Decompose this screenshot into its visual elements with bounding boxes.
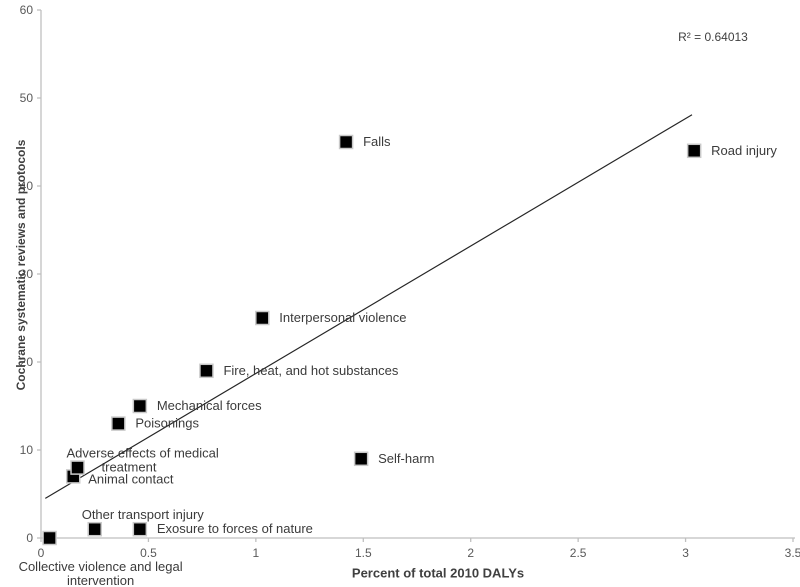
x-tick-label: 1	[253, 546, 260, 560]
data-point-label: Collective violence and legal	[19, 559, 183, 574]
x-axis-title: Percent of total 2010 DALYs	[351, 565, 525, 581]
y-tick-label: 10	[20, 443, 34, 457]
data-point-marker	[111, 416, 126, 431]
data-point-label: Self-harm	[378, 451, 434, 466]
data-point-label: Mechanical forces	[157, 398, 262, 413]
data-point-label: Road injury	[711, 143, 777, 158]
x-tick-label: 3.5	[785, 546, 800, 560]
data-point-marker	[686, 143, 702, 159]
x-tick-label: 2	[467, 546, 474, 560]
x-tick-label: 0	[38, 546, 45, 560]
y-tick-label: 20	[20, 355, 34, 369]
data-point-label: Other transport injury	[82, 507, 205, 522]
x-tick-label: 1.5	[355, 546, 372, 560]
y-axis-title: Cochrane systematic reviews and protocol…	[14, 139, 28, 391]
data-point-marker	[199, 363, 214, 379]
data-point-marker	[87, 521, 102, 537]
data-point-marker	[132, 398, 148, 414]
data-point-marker	[42, 530, 57, 546]
data-point-label: Interpersonal violence	[279, 310, 406, 325]
data-point-label: Poisonings	[135, 416, 199, 431]
data-point-marker	[338, 134, 354, 150]
x-tick-label: 2.5	[570, 546, 587, 560]
data-point-label: Animal contact	[88, 471, 174, 486]
data-point-label: Fire, heat, and hot substances	[223, 363, 398, 378]
data-point-label: Adverse effects of medical	[67, 446, 219, 461]
data-point-marker	[70, 460, 85, 475]
data-point-label: intervention	[67, 573, 134, 587]
x-tick-label: 0.5	[140, 546, 157, 560]
x-tick-label: 3	[682, 546, 689, 560]
trend-line	[44, 114, 693, 499]
r-squared-annotation: R² = 0.64013	[678, 30, 748, 44]
data-point-marker	[255, 310, 270, 326]
data-point-label: Exosure to forces of nature	[157, 521, 313, 536]
y-tick-label: 30	[20, 267, 34, 281]
data-point-marker	[353, 451, 369, 467]
y-tick-label: 60	[20, 3, 34, 17]
data-point-marker	[132, 521, 148, 537]
data-point-label: Falls	[363, 134, 391, 149]
y-tick-label: 50	[20, 91, 34, 105]
y-tick-label: 0	[26, 531, 33, 545]
y-tick-label: 40	[20, 179, 34, 193]
data-point-label: treatment	[102, 460, 157, 475]
